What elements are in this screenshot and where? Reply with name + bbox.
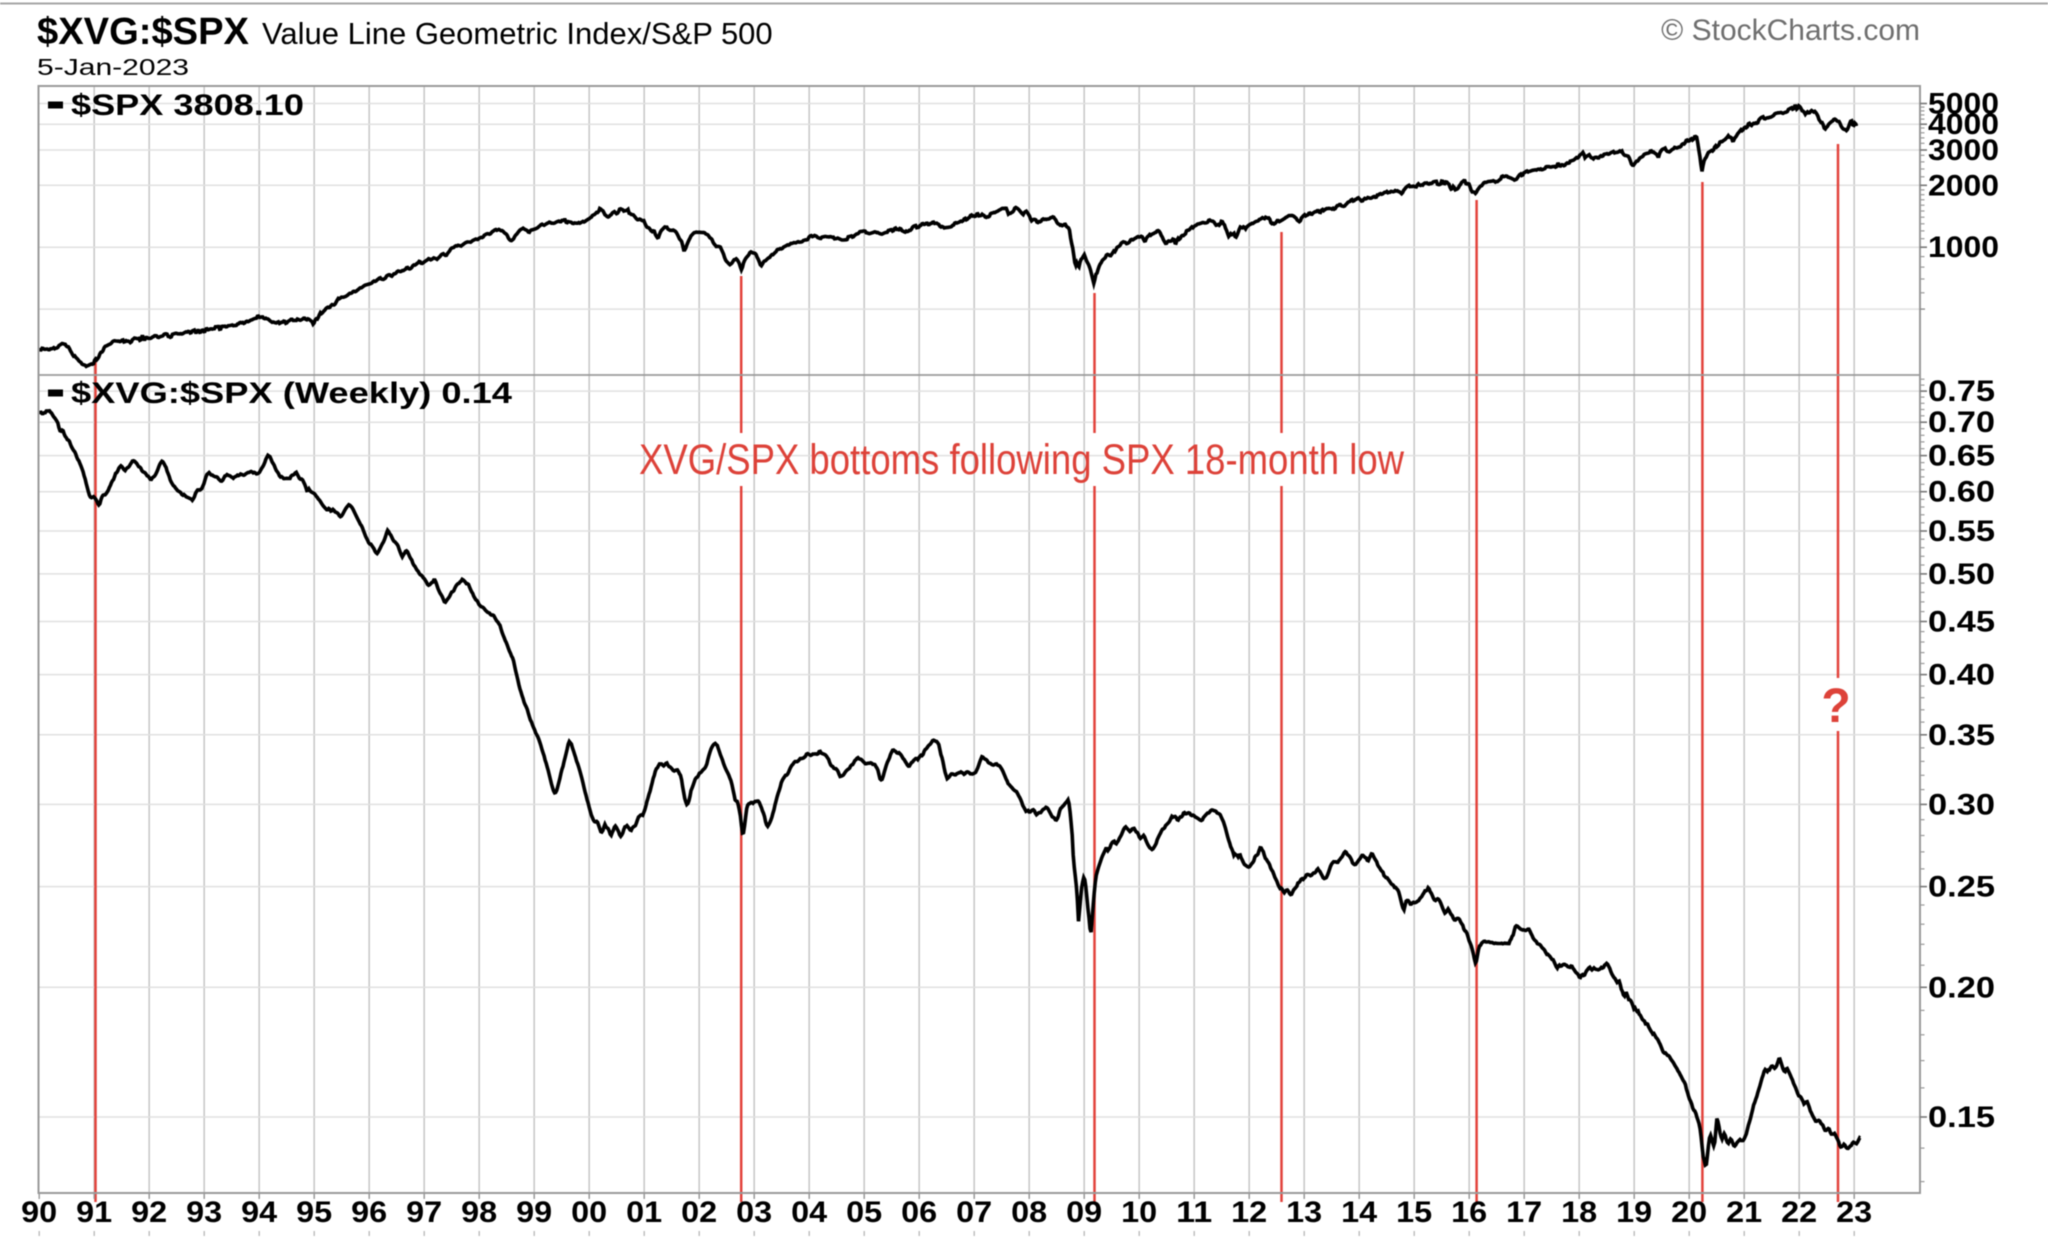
svg-text:0.45: 0.45	[1928, 606, 1995, 639]
svg-text:0.15: 0.15	[1928, 1101, 1995, 1134]
svg-text:0.40: 0.40	[1928, 659, 1995, 692]
svg-text:19: 19	[1616, 1196, 1652, 1229]
svg-text:0.20: 0.20	[1928, 971, 1995, 1004]
svg-text:Value Line Geometric Index/S&P: Value Line Geometric Index/S&P 500	[262, 16, 773, 51]
svg-text:06: 06	[901, 1196, 937, 1229]
svg-text:0.70: 0.70	[1928, 406, 1995, 439]
svg-text:90: 90	[21, 1196, 57, 1229]
svg-text:5000: 5000	[1928, 88, 1999, 121]
svg-text:XVG/SPX bottoms following SPX: XVG/SPX bottoms following SPX 18-month l…	[639, 436, 1405, 484]
svg-text:94: 94	[241, 1196, 277, 1229]
svg-text:0.25: 0.25	[1928, 871, 1995, 904]
svg-text:$XVG:$SPX (Weekly) 0.14: $XVG:$SPX (Weekly) 0.14	[71, 377, 512, 410]
svg-text:0.75: 0.75	[1928, 375, 1995, 408]
svg-text:?: ?	[1821, 680, 1850, 733]
svg-text:21: 21	[1726, 1196, 1762, 1229]
svg-text:08: 08	[1011, 1196, 1047, 1229]
svg-text:17: 17	[1506, 1196, 1542, 1229]
svg-text:98: 98	[461, 1196, 497, 1229]
svg-text:4000: 4000	[1928, 108, 1999, 141]
svg-text:0.55: 0.55	[1928, 515, 1995, 548]
svg-text:16: 16	[1451, 1196, 1487, 1229]
svg-text:0.60: 0.60	[1928, 476, 1995, 509]
svg-text:93: 93	[186, 1196, 222, 1229]
svg-text:11: 11	[1176, 1196, 1212, 1229]
svg-text:95: 95	[296, 1196, 332, 1229]
svg-text:© StockCharts.com: © StockCharts.com	[1661, 14, 1920, 47]
svg-text:2000: 2000	[1928, 169, 1999, 202]
svg-text:04: 04	[791, 1196, 827, 1229]
svg-text:05: 05	[846, 1196, 882, 1229]
svg-text:20: 20	[1671, 1196, 1707, 1229]
svg-text:02: 02	[681, 1196, 717, 1229]
svg-text:92: 92	[131, 1196, 167, 1229]
svg-text:07: 07	[956, 1196, 992, 1229]
svg-text:15: 15	[1396, 1196, 1432, 1229]
svg-text:$SPX 3808.10: $SPX 3808.10	[71, 89, 304, 122]
svg-text:00: 00	[571, 1196, 607, 1229]
svg-text:3000: 3000	[1928, 134, 1999, 167]
svg-text:97: 97	[406, 1196, 442, 1229]
svg-text:0.65: 0.65	[1928, 440, 1995, 473]
svg-text:0.35: 0.35	[1928, 719, 1995, 752]
svg-text:18: 18	[1561, 1196, 1597, 1229]
svg-text:5-Jan-2023: 5-Jan-2023	[37, 54, 189, 80]
svg-text:1000: 1000	[1928, 231, 1999, 264]
svg-text:10: 10	[1121, 1196, 1157, 1229]
svg-text:96: 96	[351, 1196, 387, 1229]
svg-text:91: 91	[76, 1196, 112, 1229]
svg-text:23: 23	[1836, 1196, 1872, 1229]
svg-text:99: 99	[516, 1196, 552, 1229]
svg-text:01: 01	[626, 1196, 662, 1229]
svg-text:$XVG:$SPX: $XVG:$SPX	[37, 11, 250, 53]
svg-text:09: 09	[1066, 1196, 1102, 1229]
svg-text:14: 14	[1341, 1196, 1377, 1229]
svg-text:13: 13	[1286, 1196, 1322, 1229]
svg-text:0.50: 0.50	[1928, 558, 1995, 591]
svg-text:0.30: 0.30	[1928, 788, 1995, 821]
svg-text:03: 03	[736, 1196, 772, 1229]
svg-text:22: 22	[1781, 1196, 1817, 1229]
svg-text:12: 12	[1231, 1196, 1267, 1229]
